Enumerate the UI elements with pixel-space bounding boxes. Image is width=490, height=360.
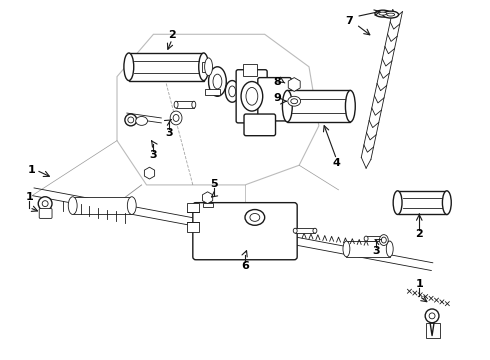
Ellipse shape: [225, 81, 239, 102]
Ellipse shape: [343, 241, 350, 257]
Ellipse shape: [288, 96, 301, 106]
Ellipse shape: [282, 90, 292, 122]
Text: 2: 2: [416, 229, 423, 239]
FancyBboxPatch shape: [236, 70, 267, 123]
Ellipse shape: [379, 12, 387, 15]
Ellipse shape: [174, 101, 178, 108]
Ellipse shape: [375, 10, 391, 17]
Text: 3: 3: [149, 150, 157, 161]
Bar: [426, 323, 440, 338]
FancyBboxPatch shape: [193, 203, 297, 260]
FancyBboxPatch shape: [129, 53, 204, 81]
Ellipse shape: [383, 11, 398, 18]
Bar: [205, 89, 220, 95]
Ellipse shape: [205, 58, 213, 76]
Ellipse shape: [386, 241, 393, 257]
Bar: [295, 228, 315, 233]
Bar: [73, 197, 132, 215]
Ellipse shape: [379, 235, 388, 246]
Text: 5: 5: [211, 179, 218, 189]
Circle shape: [128, 117, 134, 123]
Ellipse shape: [393, 191, 402, 215]
Bar: [397, 191, 447, 215]
Circle shape: [125, 114, 137, 126]
Ellipse shape: [192, 101, 196, 108]
Ellipse shape: [127, 197, 136, 215]
FancyBboxPatch shape: [244, 114, 275, 136]
Ellipse shape: [291, 99, 297, 104]
FancyBboxPatch shape: [39, 208, 52, 219]
Text: 8: 8: [273, 77, 281, 86]
Ellipse shape: [124, 53, 134, 81]
Text: 2: 2: [168, 30, 176, 40]
Bar: [287, 90, 350, 122]
Ellipse shape: [442, 191, 451, 215]
Text: 1: 1: [416, 279, 423, 289]
Text: 9: 9: [273, 93, 281, 103]
Text: 3: 3: [372, 246, 380, 256]
Bar: [366, 236, 380, 241]
Ellipse shape: [241, 82, 263, 111]
Bar: [187, 203, 199, 212]
Ellipse shape: [245, 210, 265, 225]
Text: 3: 3: [166, 128, 173, 138]
Circle shape: [42, 201, 48, 207]
Ellipse shape: [345, 90, 355, 122]
Bar: [202, 62, 210, 72]
Bar: [187, 222, 199, 232]
Ellipse shape: [68, 197, 77, 215]
Bar: [176, 101, 194, 108]
Ellipse shape: [173, 114, 179, 121]
Bar: [346, 241, 390, 257]
Ellipse shape: [229, 86, 236, 97]
Circle shape: [38, 197, 52, 211]
Ellipse shape: [387, 13, 394, 16]
Text: 1: 1: [27, 165, 35, 175]
Text: 1: 1: [25, 192, 33, 202]
FancyBboxPatch shape: [258, 78, 291, 121]
Ellipse shape: [293, 228, 297, 233]
Ellipse shape: [246, 87, 258, 105]
Ellipse shape: [250, 213, 260, 221]
Ellipse shape: [313, 228, 317, 233]
Ellipse shape: [213, 74, 222, 89]
Ellipse shape: [209, 67, 226, 96]
Text: 6: 6: [241, 261, 249, 271]
Bar: [243, 64, 257, 76]
Circle shape: [429, 313, 435, 319]
Ellipse shape: [170, 111, 182, 125]
Circle shape: [425, 309, 439, 323]
Ellipse shape: [364, 236, 368, 241]
Ellipse shape: [136, 117, 147, 125]
Text: 7: 7: [345, 15, 353, 26]
Ellipse shape: [381, 237, 386, 243]
Bar: [203, 203, 213, 207]
Text: 4: 4: [333, 158, 341, 168]
Ellipse shape: [199, 53, 209, 81]
